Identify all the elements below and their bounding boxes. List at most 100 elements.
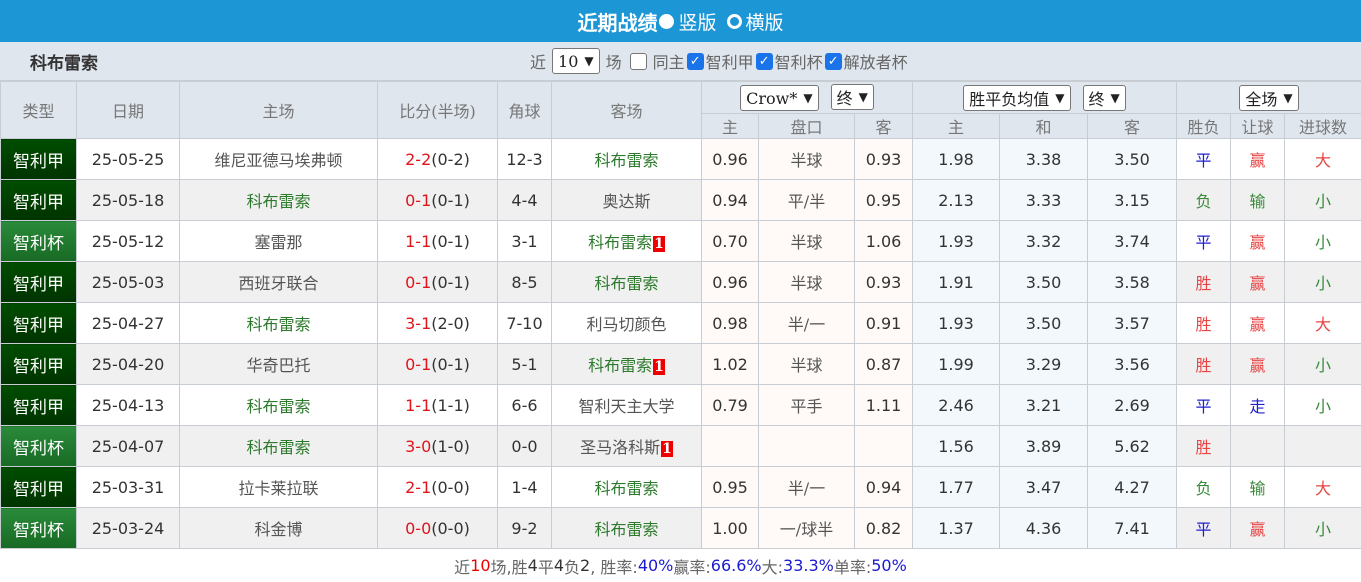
euro-away-odds: 3.56 [1088,344,1177,385]
summary-draws: 4 [554,556,564,575]
asia-line: 半/一 [759,467,855,508]
home-team[interactable]: 科布雷索 [246,192,310,211]
score-cell[interactable]: 3-0(1-0) [378,426,498,467]
euro-home-odds: 1.91 [913,262,1000,303]
competition-type[interactable]: 智利甲 [1,385,77,426]
away-team[interactable]: 利马切颜色 [586,315,666,334]
summary-text: 单率: [834,554,871,578]
score-cell[interactable]: 1-1(1-1) [378,385,498,426]
competition-type[interactable]: 智利杯 [1,508,77,549]
radio-vertical-label[interactable]: 竖版 [678,8,716,35]
half-score: (2-0) [431,314,470,333]
home-team[interactable]: 科布雷索 [246,397,310,416]
home-cell: 西班牙联合 [180,262,378,303]
euro-type-value: 胜平负均值 [969,86,1049,110]
asia-line: 半球 [759,139,855,180]
home-team[interactable]: 科金博 [254,520,302,539]
competition-checkbox-1[interactable]: ✓ [756,53,773,70]
match-date: 25-04-13 [77,385,180,426]
away-team[interactable]: 科布雷索 [588,356,652,375]
asia-line: 半球 [759,221,855,262]
away-team[interactable]: 奥达斯 [602,192,650,211]
radio-horizontal[interactable] [727,14,742,29]
competition-type[interactable]: 智利甲 [1,467,77,508]
result-wdl: 胜 [1177,262,1231,303]
away-team[interactable]: 科布雷索 [594,479,658,498]
same-home-checkbox[interactable] [630,53,647,70]
home-team[interactable]: 科布雷索 [246,438,310,457]
score-cell[interactable]: 0-0(0-0) [378,508,498,549]
euro-home-odds: 1.77 [913,467,1000,508]
col-score: 比分(半场) [378,82,498,139]
full-score: 0-0 [405,519,431,538]
summary-count: 10 [470,556,490,575]
away-team[interactable]: 科布雷索 [594,520,658,539]
result-wdl: 平 [1177,508,1231,549]
radio-vertical[interactable] [659,14,674,29]
period-value: 全场 [1245,86,1277,110]
euro-draw-odds: 3.32 [1000,221,1088,262]
away-team[interactable]: 科布雷索 [588,233,652,252]
asia-away-odds [855,426,913,467]
period-select[interactable]: 全场▼ [1239,85,1298,111]
competition-type[interactable]: 智利甲 [1,139,77,180]
asia-stage-select[interactable]: 终▼ [831,84,874,110]
asia-home-odds: 1.00 [702,508,759,549]
asia-line: 半球 [759,262,855,303]
euro-draw-odds: 3.33 [1000,180,1088,221]
summary-text: 近 [454,554,470,578]
competition-type[interactable]: 智利甲 [1,344,77,385]
home-team[interactable]: 维尼亚德马埃弗顿 [214,151,342,170]
odds-company-select[interactable]: Crow*▼ [740,85,818,111]
score-cell[interactable]: 0-1(0-1) [378,262,498,303]
asia-home-odds: 0.70 [702,221,759,262]
score-cell[interactable]: 2-1(0-0) [378,467,498,508]
home-team[interactable]: 拉卡莱拉联 [238,479,318,498]
home-team[interactable]: 塞雷那 [254,233,302,252]
euro-stage-select[interactable]: 终▼ [1083,85,1126,111]
asia-stage-value: 终 [837,85,853,109]
away-team[interactable]: 圣马洛科斯 [580,438,660,457]
corner-score: 7-10 [498,303,552,344]
result-goals: 小 [1285,508,1361,549]
asia-away-odds: 0.91 [855,303,913,344]
radio-horizontal-label[interactable]: 横版 [746,8,784,35]
score-cell[interactable]: 0-1(0-1) [378,344,498,385]
asia-home-odds: 0.96 [702,262,759,303]
half-score: (0-2) [431,150,470,169]
away-cell: 智利天主大学 [552,385,702,426]
home-cell: 科布雷索 [180,426,378,467]
score-cell[interactable]: 3-1(2-0) [378,303,498,344]
home-team[interactable]: 华奇巴托 [246,356,310,375]
asia-line: 平/半 [759,180,855,221]
competition-type[interactable]: 智利甲 [1,303,77,344]
competition-type[interactable]: 智利甲 [1,262,77,303]
away-team[interactable]: 科布雷索 [594,151,658,170]
competition-checkbox-0[interactable]: ✓ [687,53,704,70]
result-wdl: 平 [1177,221,1231,262]
competition-type[interactable]: 智利杯 [1,426,77,467]
competition-type[interactable]: 智利杯 [1,221,77,262]
euro-away-odds: 3.50 [1088,139,1177,180]
score-cell[interactable]: 0-1(0-1) [378,180,498,221]
away-cell: 科布雷索 [552,508,702,549]
half-score: (1-0) [431,437,470,456]
score-cell[interactable]: 2-2(0-2) [378,139,498,180]
home-team[interactable]: 科布雷索 [246,315,310,334]
competition-type[interactable]: 智利甲 [1,180,77,221]
competition-checkbox-2[interactable]: ✓ [825,53,842,70]
away-team[interactable]: 科布雷索 [594,274,658,293]
euro-type-select[interactable]: 胜平负均值▼ [963,85,1070,111]
home-team[interactable]: 西班牙联合 [238,274,318,293]
away-team[interactable]: 智利天主大学 [578,397,674,416]
asia-odds-header: Crow*▼ 终▼ [702,82,913,114]
match-date: 25-04-07 [77,426,180,467]
match-count-select[interactable]: 10▼ [552,48,600,74]
col-euro-draw: 和 [1000,114,1088,139]
asia-line: 半球 [759,344,855,385]
asia-home-odds: 0.95 [702,467,759,508]
score-cell[interactable]: 1-1(0-1) [378,221,498,262]
